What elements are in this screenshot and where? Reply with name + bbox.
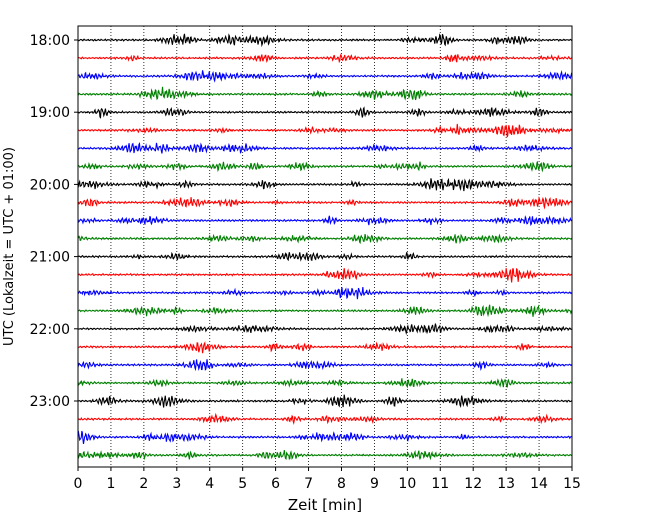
x-tick-label: 6 <box>271 476 280 492</box>
trace-8 <box>77 177 573 192</box>
trace-17 <box>77 341 573 354</box>
trace-1 <box>77 53 573 64</box>
trace-23 <box>77 449 573 461</box>
trace-5 <box>77 123 573 138</box>
x-tick-label: 8 <box>337 476 346 492</box>
trace-16 <box>77 322 573 336</box>
x-tick-label: 7 <box>304 476 313 492</box>
x-tick-label: 12 <box>464 476 482 492</box>
trace-10 <box>77 215 573 227</box>
plot-frame <box>77 25 573 468</box>
x-tick-label: 13 <box>497 476 515 492</box>
trace-9 <box>77 196 573 210</box>
y-axis-label: UTC (Lokalzeit = UTC + 01:00) <box>2 147 17 346</box>
y-tick-label: 21:00 <box>30 250 70 266</box>
x-tick-label: 4 <box>205 476 214 492</box>
trace-20 <box>77 394 573 408</box>
trace-0 <box>77 33 573 48</box>
y-axis-ticks: 18:00 19:00 20:00 21:00 22:00 23:00 <box>30 33 78 410</box>
trace-4 <box>77 106 573 119</box>
x-tick-label: 10 <box>398 476 416 492</box>
trace-13 <box>77 267 573 283</box>
trace-2 <box>77 69 573 83</box>
y-tick-label: 22:00 <box>30 322 70 338</box>
trace-11 <box>77 233 573 245</box>
x-axis-label: Zeit [min] <box>288 496 362 514</box>
x-tick-label: 3 <box>172 476 181 492</box>
x-axis-ticks: 0 1 2 3 4 5 6 7 8 9 10 11 12 13 14 15 <box>74 467 581 492</box>
x-tick-label: 2 <box>139 476 148 492</box>
trace-12 <box>77 251 573 262</box>
trace-3 <box>77 86 573 101</box>
trace-group <box>77 33 573 461</box>
trace-15 <box>77 304 573 318</box>
trace-21 <box>77 412 573 425</box>
x-tick-label: 15 <box>563 476 581 492</box>
trace-14 <box>77 287 573 300</box>
trace-6 <box>77 141 573 154</box>
y-tick-label: 23:00 <box>30 394 70 410</box>
trace-22 <box>77 430 573 444</box>
trace-7 <box>77 161 573 173</box>
x-tick-label: 9 <box>370 476 379 492</box>
trace-19 <box>77 378 573 389</box>
x-tick-label: 11 <box>431 476 449 492</box>
y-tick-label: 20:00 <box>30 177 70 193</box>
y-tick-label: 19:00 <box>30 105 70 121</box>
x-tick-label: 0 <box>74 476 83 492</box>
x-tick-label: 1 <box>106 476 115 492</box>
trace-18 <box>77 359 573 372</box>
x-tick-label: 5 <box>238 476 247 492</box>
y-tick-label: 18:00 <box>30 33 70 49</box>
x-tick-label: 14 <box>530 476 548 492</box>
